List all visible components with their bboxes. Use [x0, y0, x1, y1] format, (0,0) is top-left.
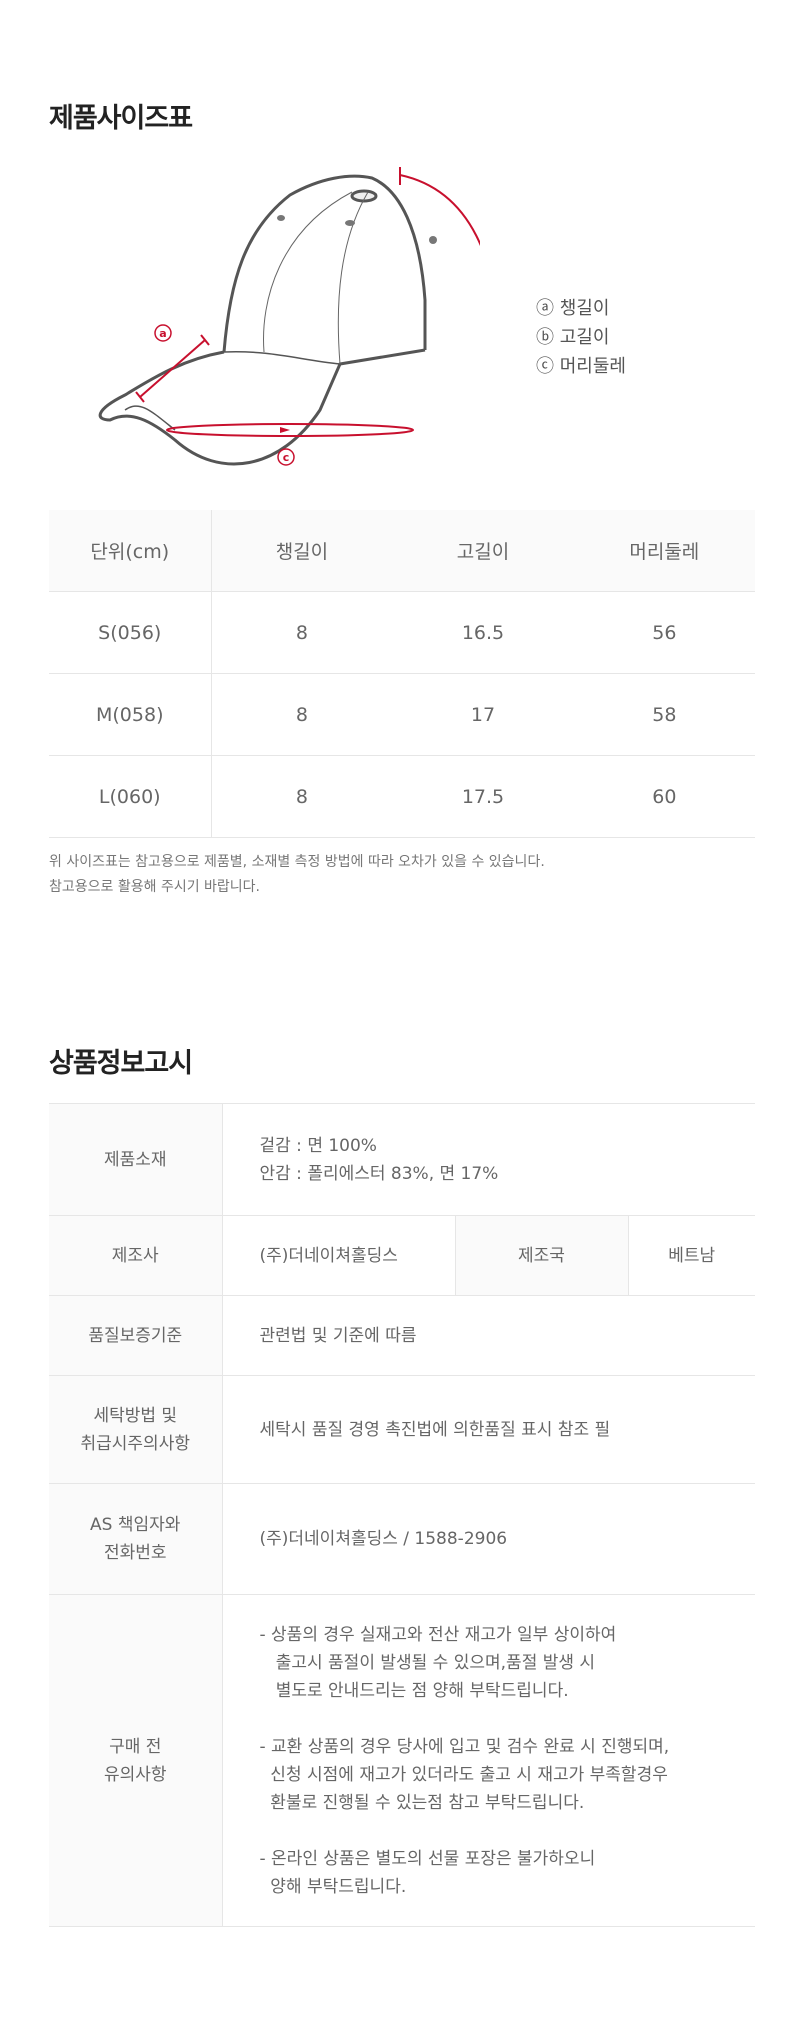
label-line: 구매 전: [109, 1736, 162, 1757]
material-line: 안감 : 폴리에스터 83%, 면 17%: [259, 1163, 499, 1184]
cell: 56: [573, 591, 755, 674]
row-washing: 세탁방법 및 취급시주의사항 세탁시 품질 경영 촉진법에 의한품질 표시 참조…: [49, 1375, 755, 1484]
label-line: 세탁방법 및: [93, 1405, 178, 1426]
cell: M(058): [49, 673, 212, 756]
notice-paragraph: - 온라인 상품은 별도의 선물 포장은 불가하오니 양해 부탁드립니다.: [259, 1848, 596, 1897]
washing-label: 세탁방법 및 취급시주의사항: [49, 1375, 223, 1484]
label-line: 취급시주의사항: [80, 1433, 190, 1454]
header-unit: 단위(cm): [49, 510, 212, 592]
cell: 8: [211, 591, 393, 674]
product-info-title: 상품정보고시: [49, 1048, 193, 1079]
cell: 17: [392, 673, 574, 756]
row-material: 제품소재 겉감 : 면 100% 안감 : 폴리에스터 83%, 면 17%: [49, 1103, 755, 1216]
header-height: 고길이: [392, 510, 574, 592]
cell: S(056): [49, 591, 212, 674]
as-value: (주)더네이쳐홀딩스 / 1588-2906: [222, 1483, 755, 1595]
quality-label: 품질보증기준: [49, 1295, 223, 1376]
marker-a: a: [159, 327, 166, 340]
cell: 58: [573, 673, 755, 756]
table-row: L(060) 8 17.5 60: [49, 755, 755, 838]
size-table: 단위(cm) 챙길이 고길이 머리둘레 S(056) 8 16.5 56 M(058)…: [49, 510, 755, 838]
row-quality: 품질보증기준 관련법 및 기준에 따름: [49, 1295, 755, 1376]
washing-value: 세탁시 품질 경영 촉진법에 의한품질 표시 참조 필: [222, 1375, 755, 1484]
marker-c: c: [283, 451, 290, 464]
quality-value: 관련법 및 기준에 따름: [222, 1295, 755, 1376]
cap-diagram: b a c: [98, 167, 480, 466]
as-label: AS 책임자와 전화번호: [49, 1483, 223, 1595]
header-circumference: 머리둘레: [573, 510, 755, 592]
table-row: M(058) 8 17 58: [49, 673, 755, 756]
cell: 16.5: [392, 591, 574, 674]
legend-height: ⓑ 고길이: [536, 327, 610, 348]
notice-value: - 상품의 경우 실재고와 전산 재고가 일부 상이하여 출고시 품절이 발생될…: [222, 1594, 755, 1927]
diagram-legend: ⓐ 챙길이 ⓑ 고길이 ⓒ 머리둘레: [536, 294, 626, 381]
row-notice: 구매 전 유의사항 - 상품의 경우 실재고와 전산 재고가 일부 상이하여 출…: [49, 1594, 755, 1927]
table-row: S(056) 8 16.5 56: [49, 591, 755, 674]
row-maker: 제조사 (주)더네이쳐홀딩스 제조국 베트남: [49, 1215, 755, 1296]
header-brim: 챙길이: [211, 510, 393, 592]
note-line: 참고용으로 활용해 주시기 바랍니다.: [49, 879, 260, 895]
label-line: 유의사항: [103, 1764, 167, 1785]
country-label: 제조국: [454, 1215, 629, 1296]
label-line: AS 책임자와: [90, 1515, 181, 1535]
cell: 8: [211, 755, 393, 838]
notice-paragraph: - 상품의 경우 실재고와 전산 재고가 일부 상이하여 출고시 품절이 발생될…: [259, 1624, 617, 1701]
cell: 8: [211, 673, 393, 756]
label-line: 전화번호: [103, 1543, 167, 1563]
material-label: 제품소재: [49, 1103, 223, 1216]
maker-label: 제조사: [49, 1215, 223, 1296]
maker-value: (주)더네이쳐홀딩스: [222, 1215, 455, 1296]
cell: 60: [573, 755, 755, 838]
country-value: 베트남: [628, 1215, 755, 1296]
notice-paragraph: - 교환 상품의 경우 당사에 입고 및 검수 완료 시 진행되며, 신청 시점…: [259, 1736, 670, 1813]
legend-circumference: ⓒ 머리둘레: [536, 356, 626, 377]
cell: L(060): [49, 755, 212, 838]
material-value: 겉감 : 면 100% 안감 : 폴리에스터 83%, 면 17%: [222, 1103, 755, 1216]
legend-brim: ⓐ 챙길이: [536, 298, 610, 319]
size-note: 위 사이즈표는 참고용으로 제품별, 소재별 측정 방법에 따라 오차가 있을 …: [49, 850, 545, 900]
notice-label: 구매 전 유의사항: [49, 1594, 223, 1927]
note-line: 위 사이즈표는 참고용으로 제품별, 소재별 측정 방법에 따라 오차가 있을 …: [49, 854, 545, 870]
row-as: AS 책임자와 전화번호 (주)더네이쳐홀딩스 / 1588-2906: [49, 1483, 755, 1595]
product-info-table: 제품소재 겉감 : 면 100% 안감 : 폴리에스터 83%, 면 17% 제…: [49, 1103, 755, 1927]
size-table-header: 단위(cm) 챙길이 고길이 머리둘레: [49, 510, 755, 592]
material-line: 겉감 : 면 100%: [259, 1135, 377, 1156]
size-chart-title: 제품사이즈표: [49, 103, 193, 134]
cell: 17.5: [392, 755, 574, 838]
